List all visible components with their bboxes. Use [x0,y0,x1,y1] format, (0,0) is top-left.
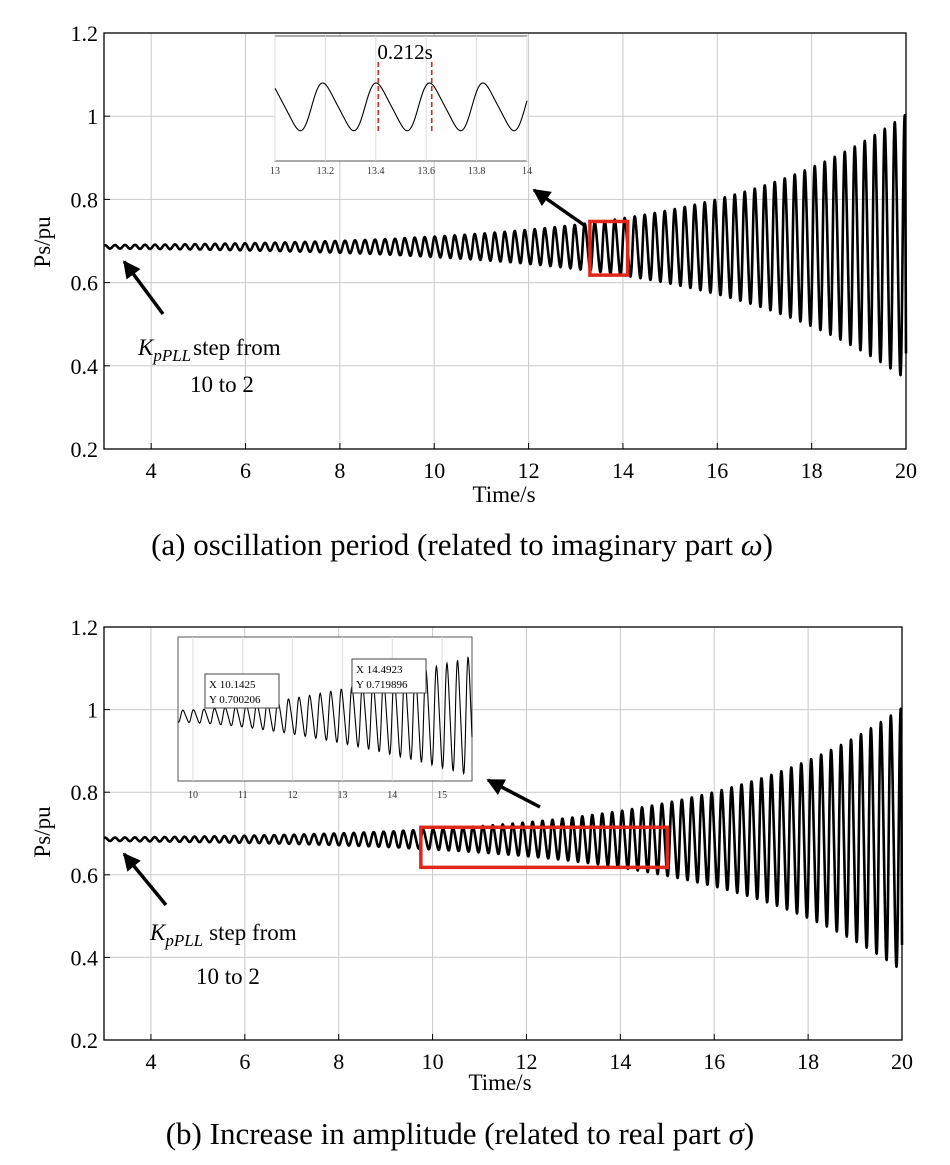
x-tick-label: 14 [612,458,634,483]
x-tick-label: 4 [146,458,157,483]
inset-x-tick-label: 13.6 [417,166,435,177]
panel-b-chart: 4 6 8 10 12 14 16 18 20 0.2 0.4 0.6 0.8 1 1.2 10 11 12 13… [30,615,913,1151]
ps-series-line [102,114,908,377]
x-tick-label: 12 [518,458,540,483]
y-tick-label: 0.6 [71,271,99,296]
inset-x-tick-label: 10 [188,790,198,801]
inset-series-line [274,82,528,132]
inset-x-tick-label: 13.4 [367,166,385,177]
inset-x-tick-label: 13 [270,166,280,177]
inset-x-tick-label: 15 [437,790,447,801]
panel-b-caption: (b) Increase in amplitude (related to re… [166,1116,755,1151]
x-tick-label: 8 [333,1049,344,1074]
x-tick-label: 16 [703,1049,725,1074]
panel-a-signal [102,114,908,377]
x-tick-label: 20 [891,1049,913,1074]
panel-b-kppll-note-line2: 10 to 2 [196,964,260,989]
panel-a-ylabel: Ps/pu [30,216,55,268]
x-tick-label: 16 [706,458,728,483]
panel-b-xlabel: Time/s [468,1070,531,1095]
y-tick-label: 1.2 [71,615,99,640]
datatip-x-label: X 14.4923 [356,664,403,676]
y-tick-label: 0.2 [71,437,99,462]
panel-a-xlabel: Time/s [472,482,535,507]
panel-a-caption: (a) oscillation period (related to imagi… [151,527,773,562]
x-tick-label: 10 [423,458,445,483]
datatip-x-label: X 10.1425 [209,679,256,691]
x-tick-label: 8 [334,458,345,483]
inset-period-label: 0.212s [377,40,432,64]
x-tick-label: 18 [801,458,823,483]
datatip-box [204,673,280,709]
inset-background [274,35,528,162]
ps-series-line [102,707,904,968]
datatip-y-label: Y 0.700206 [209,694,261,706]
panel-b-zoom-arrow [486,778,541,809]
inset-x-tick-label: 14 [387,790,397,801]
panel-a-highlight-box [588,219,630,277]
panel-b-inset: 10 11 12 13 14 15 X 10.1425 Y 0.700206 X 14.4923… [177,636,473,801]
inset-x-tick-label: 11 [238,790,248,801]
datatip-y-label: Y 0.719896 [356,679,408,691]
panel-a-kppll-note: KpPLLstep from [137,335,281,365]
x-tick-label: 6 [239,1049,250,1074]
inset-x-tick-label: 13.8 [468,166,486,177]
panel-a-ticks: 4 6 8 10 12 14 16 18 20 0.2 0.4 0.6 0.8 1 1.2 [71,21,918,483]
panel-b-signal [102,707,904,968]
y-tick-label: 0.4 [71,354,99,379]
panel-b-kppll-note: KpPLL step from [149,920,297,950]
panel-a-plot-frame [103,32,907,450]
x-tick-label: 12 [515,1049,537,1074]
inset-x-tick-label: 14 [522,166,532,177]
panel-a-kppll-note-line2: 10 to 2 [190,372,254,397]
panel-b-plot-frame [103,626,903,1041]
panel-a-kppll-arrow [122,260,165,316]
panel-b-ticks: 4 6 8 10 12 14 16 18 20 0.2 0.4 0.6 0.8 1 1.2 [71,615,914,1074]
panel-b-ylabel: Ps/pu [30,806,55,858]
x-tick-label: 6 [240,458,251,483]
panel-b-kppll-arrow [122,852,168,907]
x-tick-label: 14 [609,1049,631,1074]
panel-b-highlight-box [419,825,670,870]
y-tick-label: 1.2 [71,21,99,46]
inset-x-tick-label: 12 [288,790,298,801]
y-tick-label: 0.4 [71,945,99,970]
x-tick-label: 10 [422,1049,444,1074]
inset-x-tick-label: 13.2 [317,166,335,177]
y-tick-label: 1 [87,698,98,723]
panel-a-zoom-arrow [532,188,586,227]
y-tick-label: 0.6 [71,863,99,888]
x-tick-label: 18 [797,1049,819,1074]
inset-background [177,636,473,782]
y-tick-label: 0.8 [71,187,99,212]
y-tick-label: 0.2 [71,1028,99,1053]
inset-series-line [177,656,473,775]
x-tick-label: 20 [895,458,917,483]
y-tick-label: 1 [87,104,98,129]
x-tick-label: 4 [145,1049,156,1074]
datatip-box [351,658,427,694]
inset-x-tick-label: 13 [337,790,347,801]
panel-a-chart: 4 6 8 10 12 14 16 18 200.20.40.60.811.2 13 13.2 13… [30,21,917,562]
panel-a-inset: 13 13.2 13.4 13.6 13.8 14 0.212s [270,35,532,177]
y-tick-label: 0.8 [71,780,99,805]
